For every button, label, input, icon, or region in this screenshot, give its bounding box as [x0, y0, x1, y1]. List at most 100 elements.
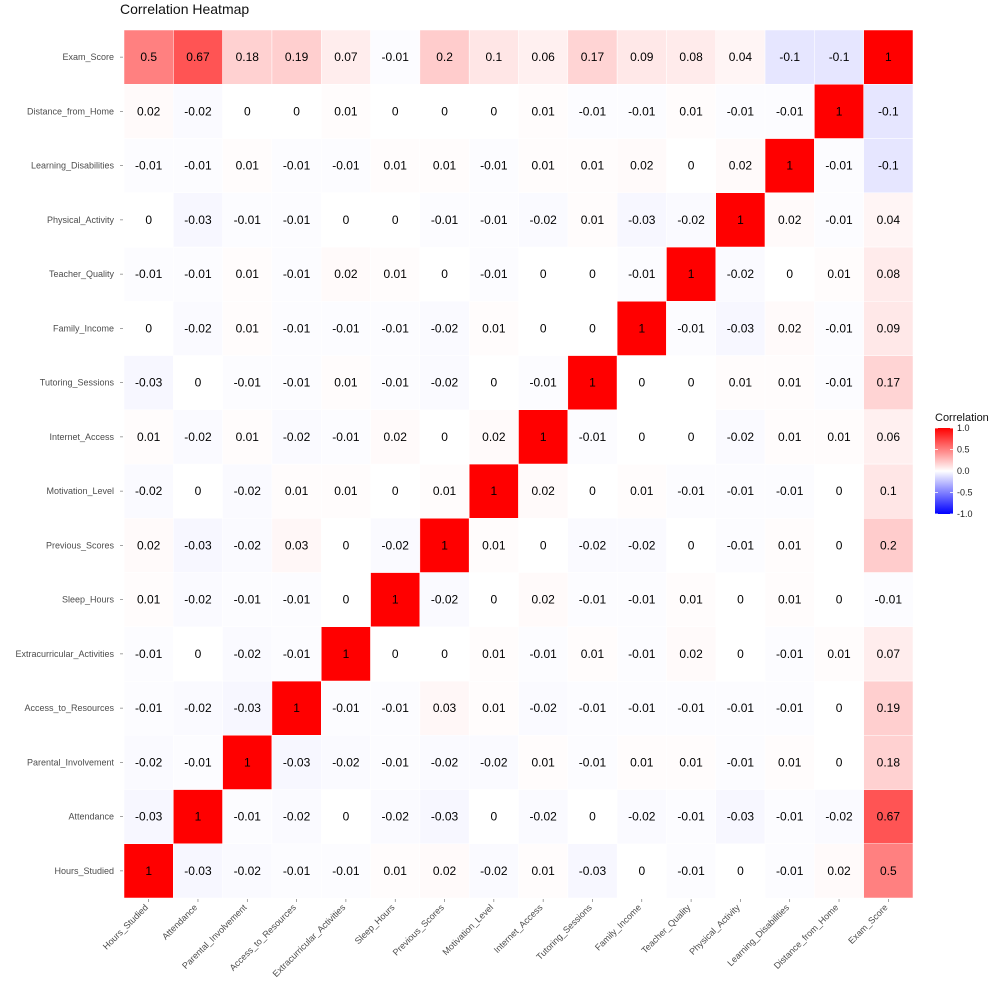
- cell-value-label: -0.01: [283, 321, 311, 335]
- cell-value-label: 1: [244, 755, 251, 769]
- cell-value-label: 0.5: [880, 864, 897, 878]
- heatmap-cell: [863, 626, 914, 682]
- cell-value-label: -0.01: [480, 213, 508, 227]
- cell-value-label: -0.01: [283, 647, 311, 661]
- cell-value-label: 0: [836, 593, 843, 607]
- cell-value-label: 0.01: [236, 430, 260, 444]
- heatmap-cell: [567, 192, 618, 248]
- heatmap-cell: [616, 355, 667, 410]
- heatmap-cell: [814, 138, 864, 193]
- cell-value-label: 0: [392, 104, 399, 118]
- cell-value-label: -0.01: [135, 701, 163, 715]
- cell-value-label: 0.01: [334, 376, 358, 390]
- cell-value-label: 1: [836, 104, 843, 118]
- cell-value-label: 0.01: [384, 159, 408, 173]
- heatmap-cell: [764, 735, 815, 790]
- heatmap-cell: [123, 29, 174, 85]
- heatmap-cell: [814, 84, 864, 139]
- cell-value-label: -0.02: [727, 267, 755, 281]
- cell-value-label: -0.02: [480, 864, 508, 878]
- cell-value-label: 0: [836, 538, 843, 552]
- y-tick-label: Hours_Studied: [54, 866, 114, 876]
- heatmap-cell: [419, 29, 470, 85]
- heatmap-cell: [764, 301, 815, 356]
- heatmap-cell: [468, 192, 519, 248]
- cell-value-label: -0.02: [579, 538, 607, 552]
- x-tick-label: Internet_Access: [492, 902, 545, 955]
- heatmap-cell: [863, 843, 914, 899]
- cell-value-label: -0.01: [332, 701, 360, 715]
- cell-value-label: -0.01: [283, 864, 311, 878]
- y-tick-label: Extracurricular_Activities: [15, 649, 114, 659]
- heatmap-cell: [468, 409, 519, 465]
- cell-value-label: -0.01: [677, 810, 705, 824]
- heatmap-cell: [173, 518, 223, 573]
- heatmap-cell: [814, 572, 864, 627]
- heatmap-cell: [222, 246, 273, 302]
- heatmap-cell: [370, 246, 421, 302]
- cell-value-label: 0.01: [778, 538, 802, 552]
- heatmap-cell: [370, 680, 421, 736]
- heatmap-cell: [271, 192, 322, 248]
- cell-value-label: 0: [244, 104, 251, 118]
- heatmap-cell: [518, 192, 569, 248]
- heatmap-cell: [271, 409, 322, 465]
- heatmap-cell: [222, 301, 273, 356]
- cell-value-label: 0.01: [581, 159, 605, 173]
- cell-value-label: 0: [491, 593, 498, 607]
- cell-value-label: 0.01: [679, 593, 703, 607]
- cell-value-label: 1: [145, 864, 152, 878]
- heatmap-cell: [321, 409, 371, 465]
- cell-value-label: 0: [688, 159, 695, 173]
- cell-value-label: -0.02: [283, 430, 311, 444]
- cell-value-label: -0.01: [579, 593, 607, 607]
- cell-value-label: -0.01: [382, 701, 410, 715]
- cell-value-label: 0.01: [581, 647, 605, 661]
- cell-value-label: 0.02: [778, 213, 802, 227]
- cell-value-label: 0.01: [482, 538, 506, 552]
- cell-value-label: 0.01: [482, 647, 506, 661]
- cell-value-label: 1: [589, 376, 596, 390]
- cell-value-label: 0.01: [531, 104, 555, 118]
- cell-value-label: -0.02: [628, 538, 656, 552]
- cell-value-label: 0: [540, 538, 547, 552]
- heatmap-cell: [271, 355, 322, 410]
- y-tick-label: Learning_Disabilities: [31, 161, 115, 171]
- cell-value-label: -0.02: [135, 755, 163, 769]
- heatmap-cell: [173, 409, 223, 465]
- y-tick-label: Physical_Activity: [47, 215, 115, 225]
- y-tick-label: Previous_Scores: [46, 540, 115, 550]
- heatmap-cell: [616, 518, 667, 573]
- heatmap-cell: [863, 138, 914, 193]
- legend-tick-label: 0.0: [957, 466, 970, 476]
- cell-value-label: -0.01: [677, 484, 705, 498]
- cell-value-label: 0.01: [778, 376, 802, 390]
- cell-value-label: -0.02: [431, 593, 459, 607]
- heatmap-cell: [370, 192, 421, 248]
- legend-tick-label: -0.5: [957, 488, 973, 498]
- cell-value-label: 0: [491, 104, 498, 118]
- heatmap-cell: [518, 84, 569, 139]
- cell-value-label: 0.02: [384, 430, 408, 444]
- heatmap-cell: [173, 192, 223, 248]
- cell-value-label: -0.03: [431, 810, 459, 824]
- heatmap-cell: [764, 572, 815, 627]
- heatmap-cell: [173, 626, 223, 682]
- cell-value-label: -0.01: [184, 159, 212, 173]
- cell-value-label: 0.01: [482, 701, 506, 715]
- cell-value-label: 0.01: [778, 755, 802, 769]
- heatmap-cell: [468, 29, 519, 85]
- heatmap-cell: [666, 246, 716, 302]
- heatmap-cell: [715, 572, 766, 627]
- cell-value-label: 0.02: [531, 593, 555, 607]
- heatmap-cell: [271, 572, 322, 627]
- heatmap-cell: [764, 843, 815, 899]
- cell-value-label: -0.1: [878, 159, 899, 173]
- cell-value-label: 0: [343, 593, 350, 607]
- heatmap-cell: [863, 735, 914, 790]
- heatmap-cell: [764, 355, 815, 410]
- heatmap-cell: [419, 84, 470, 139]
- cell-value-label: -0.02: [135, 484, 163, 498]
- cell-value-label: -0.03: [283, 755, 311, 769]
- heatmap-cell: [567, 138, 618, 193]
